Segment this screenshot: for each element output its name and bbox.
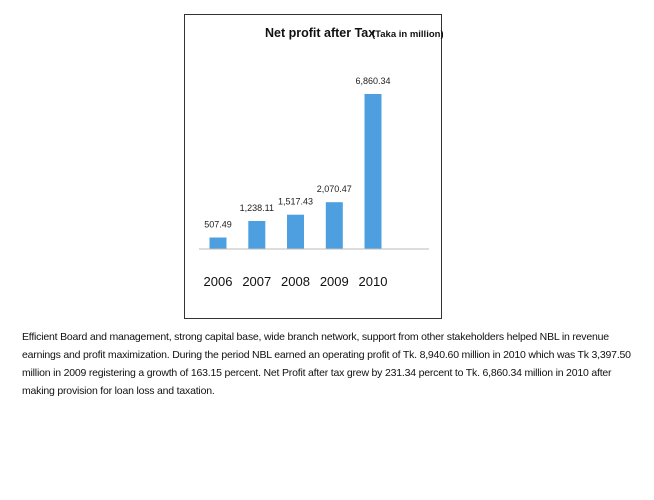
value-label-2008: 1,517.43 bbox=[278, 197, 313, 207]
caption-text: Efficient Board and management, strong c… bbox=[22, 331, 631, 397]
value-labels-group: 507.49 1,238.11 1,517.43 2,070.47 6,860.34 bbox=[204, 76, 390, 230]
x-tick-label-2008: 2008 bbox=[281, 274, 310, 289]
chart-title: Net profit after Tax bbox=[265, 26, 375, 40]
chart-frame: Net profit after Tax (Taka in million) 5… bbox=[184, 14, 443, 319]
value-label-2010: 6,860.34 bbox=[355, 76, 390, 86]
value-label-2009: 2,070.47 bbox=[317, 184, 352, 194]
x-tick-label-2010: 2010 bbox=[359, 274, 388, 289]
bar-2009 bbox=[325, 202, 343, 249]
x-tick-label-2009: 2009 bbox=[320, 274, 349, 289]
tick-labels-group: 2006 2007 2008 2009 2010 bbox=[204, 274, 388, 289]
bars-group bbox=[209, 94, 382, 249]
bar-chart: Net profit after Tax (Taka in million) 5… bbox=[199, 26, 443, 289]
bar-2007 bbox=[248, 221, 266, 249]
value-label-2006: 507.49 bbox=[204, 220, 232, 230]
x-tick-label-2006: 2006 bbox=[204, 274, 233, 289]
x-tick-label-2007: 2007 bbox=[242, 274, 271, 289]
chart-subtitle: (Taka in million) bbox=[372, 29, 443, 40]
bar-2010 bbox=[364, 94, 382, 249]
bar-2006 bbox=[209, 237, 227, 249]
value-label-2007: 1,238.11 bbox=[240, 203, 274, 213]
bar-2008 bbox=[287, 214, 304, 249]
